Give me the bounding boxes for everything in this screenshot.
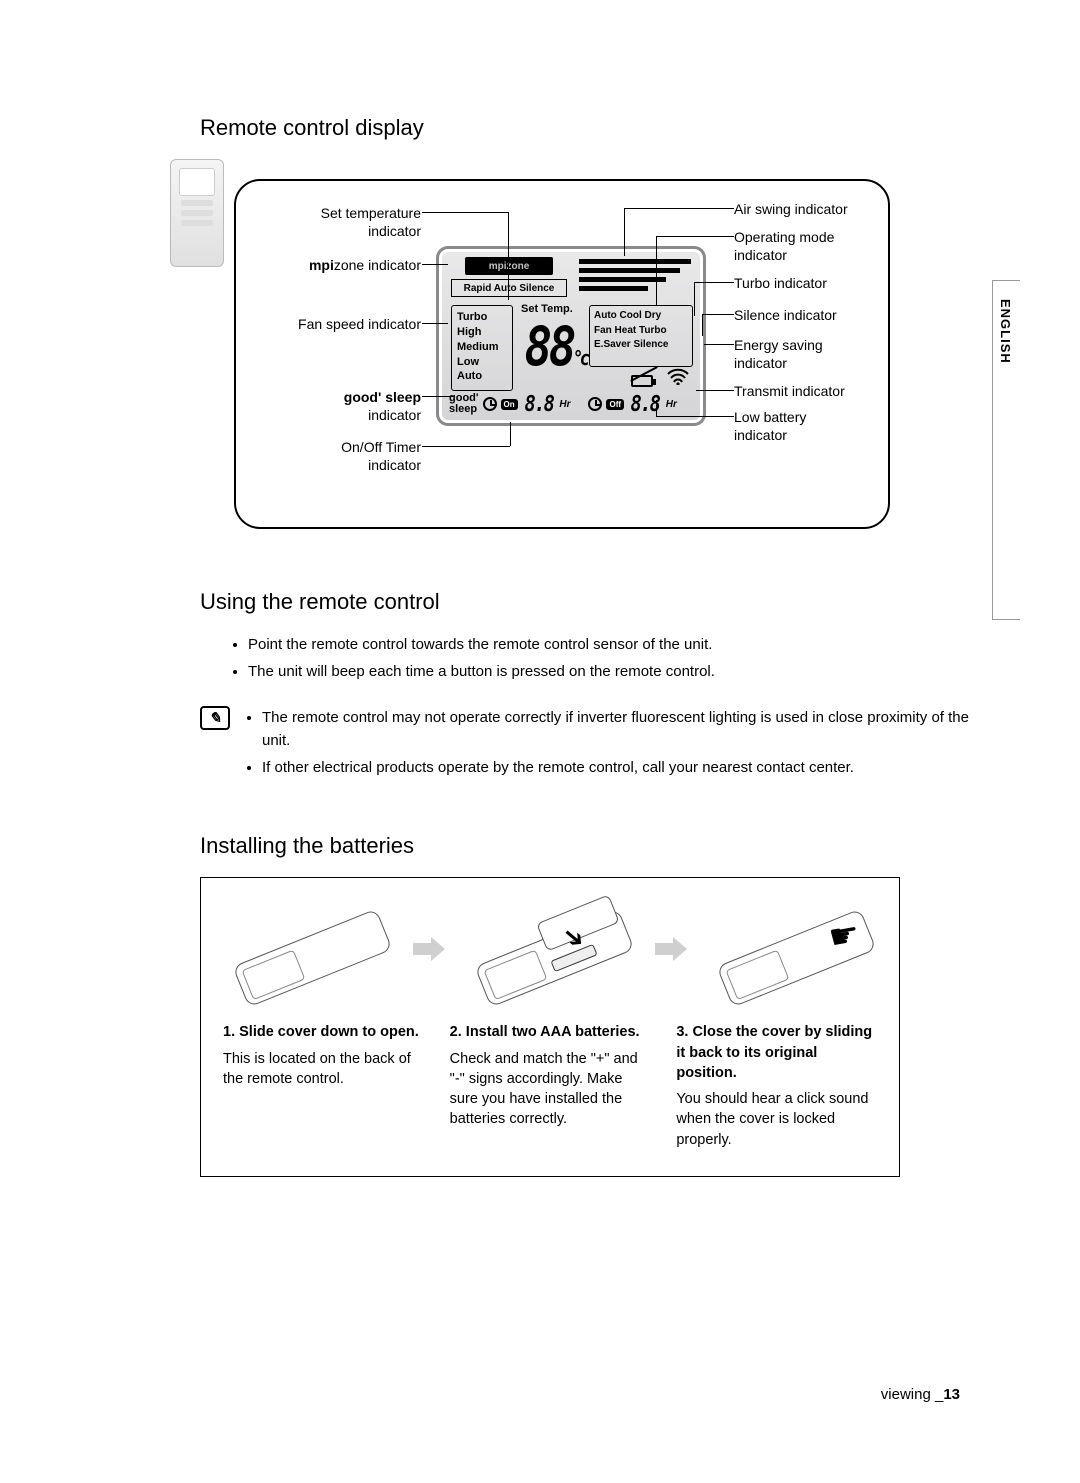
- label-transmit: Transmit indicator: [734, 383, 894, 401]
- battery-steps: 1. Slide cover down to open. This is loc…: [223, 1022, 877, 1150]
- using-b1: Point the remote control towards the rem…: [248, 633, 990, 656]
- lcd-mpizone: mpizone: [465, 257, 553, 275]
- step-1: 1. Slide cover down to open. This is loc…: [223, 1022, 424, 1150]
- battery-figures: ➔ ☛: [223, 904, 877, 994]
- section-batteries: Installing the batteries ➔ ☛ 1. Slide co…: [200, 833, 990, 1177]
- label-opmode: Operating modeindicator: [734, 229, 894, 264]
- language-tab-text: ENGLISH: [998, 299, 1013, 364]
- remote-display-diagram: mpizone Rapid Auto Silence Turbo High Me…: [170, 159, 890, 529]
- clock-icon: [588, 397, 602, 411]
- fig-step2: ➔: [465, 904, 635, 994]
- note-icon: ✎: [200, 706, 230, 730]
- label-fanspeed: Fan speed indicator: [246, 316, 421, 334]
- section-using: Using the remote control Point the remot…: [200, 589, 990, 783]
- note-block: ✎ The remote control may not operate cor…: [200, 706, 990, 784]
- lcd-mode: Auto Cool Dry Fan Heat Turbo E.Saver Sil…: [589, 305, 693, 367]
- note-1: The remote control may not operate corre…: [262, 706, 990, 753]
- page-footer: viewing _13: [881, 1386, 960, 1403]
- step-arrow-icon: [655, 937, 687, 961]
- step-2: 2. Install two AAA batteries. Check and …: [450, 1022, 651, 1150]
- label-airswing: Air swing indicator: [734, 201, 894, 219]
- using-bullets: Point the remote control towards the rem…: [200, 633, 990, 684]
- battery-box: ➔ ☛ 1. Slide cover down to open. This is…: [200, 877, 900, 1177]
- lcd-rapid: Rapid Auto Silence: [451, 279, 567, 297]
- step-3: 3. Close the cover by sliding it back to…: [676, 1022, 877, 1150]
- label-timer: On/Off Timerindicator: [246, 439, 421, 474]
- label-esaver: Energy savingindicator: [734, 337, 894, 372]
- display-panel: mpizone Rapid Auto Silence Turbo High Me…: [234, 179, 890, 529]
- lcd-airswing-bars: [579, 259, 691, 295]
- note-2: If other electrical products operate by …: [262, 756, 990, 779]
- language-tab: ENGLISH: [992, 280, 1020, 620]
- fig-step1: [223, 904, 393, 994]
- label-turbo: Turbo indicator: [734, 275, 894, 293]
- fig-step3: ☛: [707, 904, 877, 994]
- label-goodsleep: good' sleepindicator: [246, 389, 421, 424]
- step-arrow-icon: [413, 937, 445, 961]
- section-title-using: Using the remote control: [200, 589, 990, 615]
- remote-thumbnail: [170, 159, 224, 267]
- clock-icon: [483, 397, 497, 411]
- lcd-fanspeed: Turbo High Medium Low Auto: [451, 305, 513, 391]
- section-title-batteries: Installing the batteries: [200, 833, 990, 859]
- page: Remote control display mpizone Rapid Aut…: [0, 0, 1080, 1287]
- lcd-lowbatt-icon: [631, 375, 653, 387]
- label-silence: Silence indicator: [734, 307, 894, 325]
- label-lowbatt: Low batteryindicator: [734, 409, 894, 444]
- lcd-settemp-label: Set Temp.: [521, 303, 573, 315]
- lcd-sleep-row: good'sleep On 8.8Hr Off 8.8Hr: [449, 391, 695, 417]
- using-b2: The unit will beep each time a button is…: [248, 660, 990, 683]
- label-set-temp: Set temperatureindicator: [246, 205, 421, 240]
- lcd-transmit-icon: [667, 367, 689, 391]
- lcd-screen: mpizone Rapid Auto Silence Turbo High Me…: [436, 246, 706, 426]
- label-mpizone: mpizone indicator: [246, 257, 421, 275]
- lcd-temp-segment: 88°c: [524, 315, 586, 378]
- section-title-display: Remote control display: [200, 115, 990, 141]
